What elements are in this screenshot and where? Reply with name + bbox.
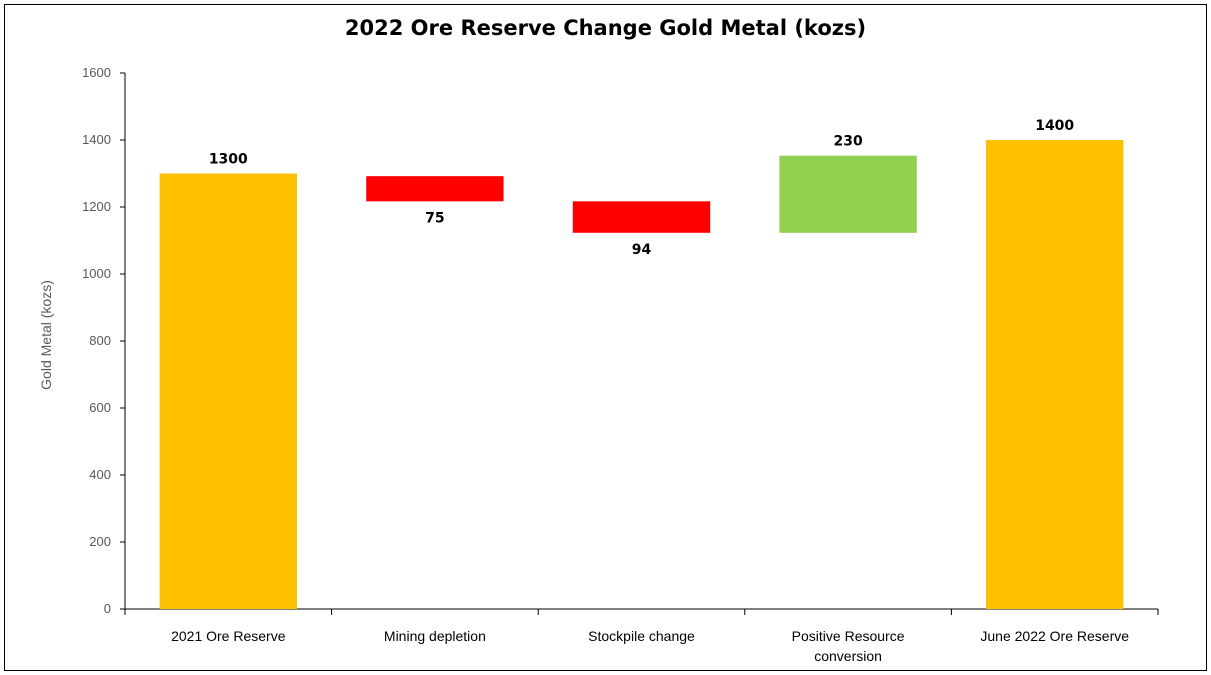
data-label: 1400 bbox=[1035, 118, 1074, 134]
x-category-label: June 2022 Ore Reserve bbox=[980, 628, 1129, 644]
x-category-label: Stockpile change bbox=[588, 628, 695, 644]
x-category-label: 2021 Ore Reserve bbox=[171, 628, 286, 644]
data-label: 94 bbox=[632, 242, 652, 258]
bar-total bbox=[986, 140, 1124, 609]
y-axis-label: Gold Metal (kozs) bbox=[38, 280, 54, 390]
y-tick-label: 1000 bbox=[82, 266, 111, 281]
x-category-label: Mining depletion bbox=[384, 628, 486, 644]
bar-total bbox=[159, 173, 297, 609]
y-tick-label: 1600 bbox=[82, 65, 111, 80]
y-tick-label: 400 bbox=[89, 467, 111, 482]
y-tick-label: 0 bbox=[104, 601, 111, 616]
data-label: 1300 bbox=[209, 152, 248, 168]
y-tick-label: 1400 bbox=[82, 132, 111, 147]
y-tick-label: 800 bbox=[89, 333, 111, 348]
x-category-label: Positive Resource conversion bbox=[792, 628, 905, 664]
y-tick-label: 1200 bbox=[82, 199, 111, 214]
bar-increase bbox=[779, 155, 917, 233]
data-label: 230 bbox=[833, 134, 862, 150]
bar-decrease bbox=[366, 176, 504, 202]
y-tick-label: 600 bbox=[89, 400, 111, 415]
data-label: 75 bbox=[425, 210, 444, 226]
y-tick-label: 200 bbox=[89, 534, 111, 549]
chart-title: 2022 Ore Reserve Change Gold Metal (kozs… bbox=[344, 16, 867, 40]
bar-decrease bbox=[572, 201, 711, 233]
